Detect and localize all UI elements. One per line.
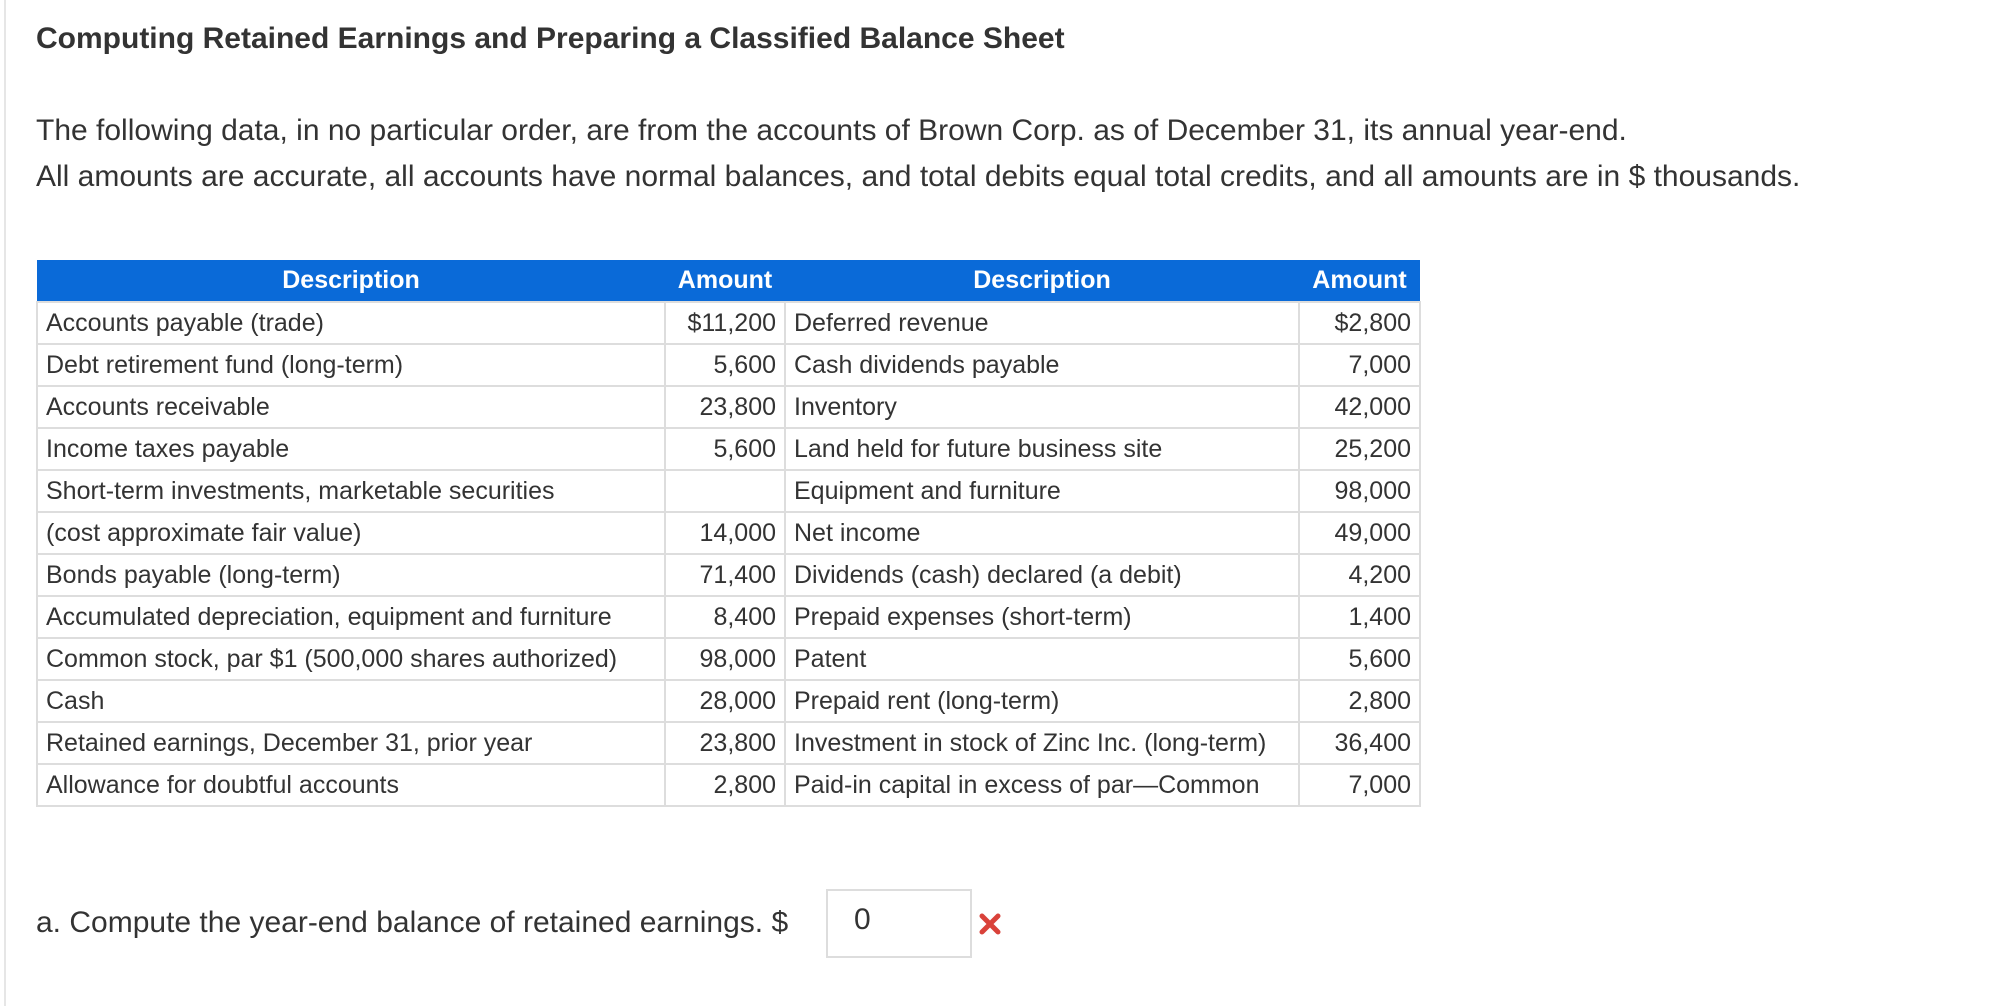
accounts-table: Description Amount Description Amount Accoun…	[36, 260, 1421, 807]
description-cell: Cash dividends payable	[784, 343, 1300, 387]
table-row: (cost approximate fair value) 14,000 Net i…	[36, 511, 1421, 555]
description-cell: Dividends (cash) declared (a debit)	[784, 553, 1300, 597]
table-row: Accumulated depreciation, equipment and …	[36, 595, 1421, 639]
description-cell: Investment in stock of Zinc Inc. (long-t…	[784, 721, 1300, 765]
question: a. Compute the year-end balance of retai…	[36, 906, 789, 939]
column-header: Description	[37, 260, 665, 302]
description-cell: Debt retirement fund (long-term)	[36, 343, 666, 387]
amount-cell: 98,000	[664, 637, 786, 681]
table-row: Income taxes payable 5,600 Land held for f…	[36, 427, 1421, 471]
amount-cell: 5,600	[1298, 637, 1421, 681]
amount-cell: 1,400	[1298, 595, 1421, 639]
description-cell: Inventory	[784, 385, 1300, 429]
description-cell: (cost approximate fair value)	[36, 511, 666, 555]
amount-cell: 25,200	[1298, 427, 1421, 471]
description-cell: Patent	[784, 637, 1300, 681]
table-row: Accounts payable (trade) $11,200 Deferred …	[36, 301, 1421, 345]
title: Computing Retained Earnings and Preparin…	[36, 22, 1065, 55]
amount-cell: 14,000	[664, 511, 786, 555]
amount-cell: 5,600	[664, 343, 786, 387]
description-cell: Retained earnings, December 31, prior ye…	[36, 721, 666, 765]
amount-cell: 4,200	[1298, 553, 1421, 597]
description-cell: Accounts receivable	[36, 385, 666, 429]
amount-cell: 23,800	[664, 721, 786, 765]
description-cell: Equipment and furniture	[784, 469, 1300, 513]
amount-cell: 98,000	[1298, 469, 1421, 513]
table-row: Bonds payable (long-term) 71,400 Dividends…	[36, 553, 1421, 597]
column-header: Description	[785, 260, 1299, 302]
column-header: Amount	[665, 260, 785, 302]
description-cell: Cash	[36, 679, 666, 723]
amount-cell: 2,800	[664, 763, 786, 807]
amount-cell: 42,000	[1298, 385, 1421, 429]
description-cell: Deferred revenue	[784, 301, 1300, 345]
amount-cell: 7,000	[1298, 343, 1421, 387]
description-cell: Prepaid expenses (short-term)	[784, 595, 1300, 639]
table-row: Cash 28,000 Prepaid rent (long-term) 2,800	[36, 679, 1421, 723]
table-row: Common stock, par $1 (500,000 shares aut…	[36, 637, 1421, 681]
table-row: Allowance for doubtful accounts 2,800 Paid…	[36, 763, 1421, 807]
table-row: Accounts receivable 23,800 Inventory 42,000	[36, 385, 1421, 429]
amount-cell	[664, 469, 786, 513]
description-cell: Short-term investments, marketable secur…	[36, 469, 666, 513]
amount-cell: $11,200	[664, 301, 786, 345]
description-cell: Bonds payable (long-term)	[36, 553, 666, 597]
amount-cell: 49,000	[1298, 511, 1421, 555]
amount-cell: 7,000	[1298, 763, 1421, 807]
description-cell: Prepaid rent (long-term)	[784, 679, 1300, 723]
amount-cell: 71,400	[664, 553, 786, 597]
description-cell: Allowance for doubtful accounts	[36, 763, 666, 807]
amount-cell: 36,400	[1298, 721, 1421, 765]
amount-cell: 2,800	[1298, 679, 1421, 723]
intro-line: The following data, in no particular ord…	[36, 114, 1627, 147]
description-cell: Income taxes payable	[36, 427, 666, 471]
amount-cell: 28,000	[664, 679, 786, 723]
left-border	[4, 0, 6, 1006]
table-row: Retained earnings, December 31, prior ye…	[36, 721, 1421, 765]
description-cell: Common stock, par $1 (500,000 shares aut…	[36, 637, 666, 681]
amount-cell: 5,600	[664, 427, 786, 471]
description-cell: Accumulated depreciation, equipment and …	[36, 595, 666, 639]
answer-input[interactable]: 0	[826, 889, 972, 958]
description-cell: Paid-in capital in excess of par—Common	[784, 763, 1300, 807]
description-cell: Land held for future business site	[784, 427, 1300, 471]
incorrect-icon	[979, 913, 1001, 935]
amount-cell: $2,800	[1298, 301, 1421, 345]
table-row: Debt retirement fund (long-term) 5,600 Cas…	[36, 343, 1421, 387]
description-cell: Net income	[784, 511, 1300, 555]
description-cell: Accounts payable (trade)	[36, 301, 666, 345]
intro-line: All amounts are accurate, all accounts h…	[36, 160, 1801, 193]
amount-cell: 8,400	[664, 595, 786, 639]
amount-cell: 23,800	[664, 385, 786, 429]
column-header: Amount	[1299, 260, 1420, 302]
table-row: Short-term investments, marketable secur…	[36, 469, 1421, 513]
